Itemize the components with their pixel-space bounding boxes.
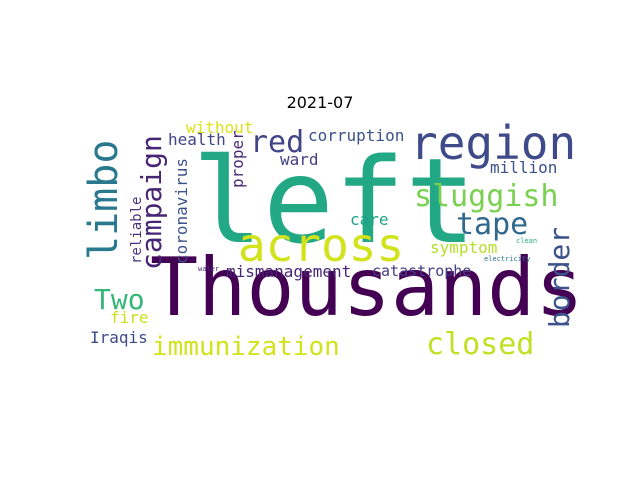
word-proper: proper: [228, 130, 247, 188]
word-health: health: [168, 130, 226, 149]
word-clean: clean: [516, 237, 538, 245]
word-catastrophe: catastrophe: [372, 262, 472, 280]
word-cloud: left Thousands across region limbo campaign sl…: [80, 120, 576, 370]
word-million: million: [490, 158, 558, 177]
word-coronavirus: coronavirus: [172, 158, 191, 264]
word-thousands: Thousands: [150, 241, 576, 334]
word-closed: closed: [426, 327, 535, 362]
word-symptom: symptom: [430, 238, 498, 257]
word-fire: fire: [110, 308, 149, 327]
word-border: border: [543, 226, 576, 328]
word-care: care: [350, 210, 389, 229]
word-reliable: reliable: [129, 196, 145, 264]
word-region: region: [410, 120, 576, 170]
word-electricity: electricity: [484, 255, 531, 263]
word-sluggish: sluggish: [414, 179, 559, 214]
word-two: Two: [94, 283, 145, 316]
word-iraqis: Iraqis: [90, 328, 148, 347]
word-without: without: [186, 120, 254, 137]
chart-title: 2021-07: [286, 93, 354, 112]
word-across: across: [238, 218, 405, 272]
word-ward: ward: [280, 150, 319, 169]
word-water: water: [198, 265, 220, 273]
word-red: red: [250, 125, 305, 160]
word-tape: tape: [456, 207, 529, 242]
word-corruption: corruption: [308, 126, 405, 145]
word-left: left: [192, 132, 477, 270]
word-mismanagement: mismanagement: [226, 262, 352, 281]
word-limbo: limbo: [81, 139, 127, 260]
word-immunization: immunization: [152, 332, 340, 362]
